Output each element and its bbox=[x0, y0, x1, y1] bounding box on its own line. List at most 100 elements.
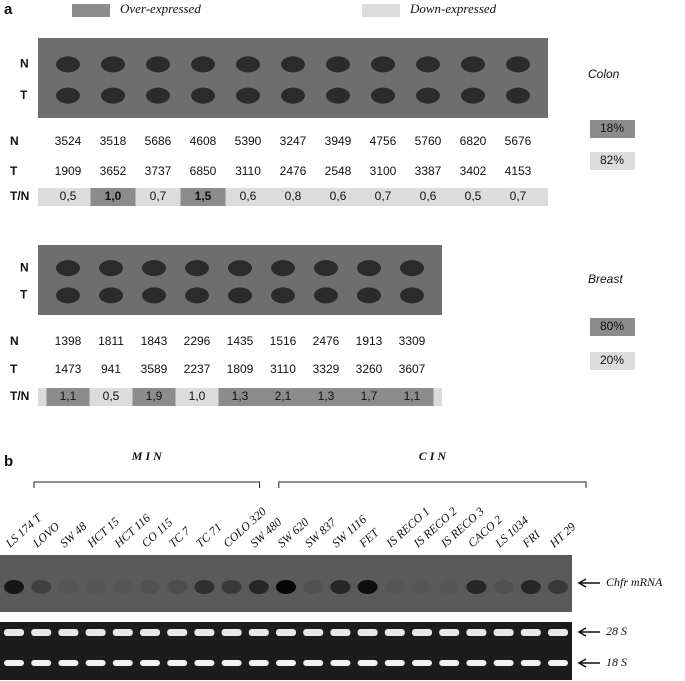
cell: 941 bbox=[101, 362, 121, 376]
cell: 1473 bbox=[55, 362, 82, 376]
chfr-band bbox=[85, 580, 106, 594]
cell: 1516 bbox=[270, 334, 297, 348]
rrna-18s bbox=[58, 660, 79, 666]
rrna-18s bbox=[221, 660, 242, 666]
cell: 3949 bbox=[325, 134, 352, 148]
rrna-28s bbox=[330, 629, 351, 636]
rrna-28s bbox=[31, 629, 52, 636]
cell: 1,3 bbox=[318, 389, 335, 403]
rrna-18s bbox=[140, 660, 160, 666]
rrna-28s bbox=[221, 629, 242, 636]
chfr-band bbox=[493, 580, 514, 594]
rrna-18s bbox=[4, 660, 24, 666]
rrna-28s bbox=[384, 629, 405, 636]
rrna-18s bbox=[330, 660, 351, 666]
cell: 0,7 bbox=[375, 189, 392, 203]
ratio-cell bbox=[46, 388, 90, 406]
spot bbox=[56, 87, 80, 104]
spot bbox=[314, 260, 338, 277]
rrna-18s bbox=[112, 660, 133, 666]
ratio-cell bbox=[132, 388, 176, 406]
group-label: C I N bbox=[419, 449, 448, 463]
cell: 5760 bbox=[415, 134, 442, 148]
chfr-band bbox=[194, 580, 215, 594]
rrna-18s bbox=[303, 660, 324, 666]
rrna-28s bbox=[466, 629, 487, 636]
spot bbox=[56, 260, 80, 277]
chfr-band bbox=[466, 580, 487, 594]
chfr-band bbox=[58, 580, 79, 594]
bracket bbox=[33, 481, 261, 488]
cell: 4153 bbox=[505, 164, 532, 178]
chfr-band bbox=[412, 580, 432, 594]
cell: 0,6 bbox=[420, 189, 437, 203]
cell: 0,8 bbox=[285, 189, 302, 203]
rrna-28s bbox=[194, 629, 215, 636]
chfr-band bbox=[548, 580, 568, 594]
cell: 3110 bbox=[235, 164, 261, 178]
rrna-28s bbox=[85, 629, 106, 636]
cell: 3402 bbox=[460, 164, 487, 178]
row-label: T bbox=[20, 88, 28, 102]
cell: 2237 bbox=[184, 362, 211, 376]
pct: 20% bbox=[600, 353, 624, 367]
cell: 3309 bbox=[399, 334, 426, 348]
cell: 0,7 bbox=[150, 189, 167, 203]
spot bbox=[461, 56, 485, 73]
cell: 3329 bbox=[313, 362, 340, 376]
cell: 2476 bbox=[280, 164, 307, 178]
spot bbox=[142, 260, 166, 277]
spot bbox=[56, 287, 80, 304]
pct-box bbox=[590, 318, 635, 336]
ratio-cell bbox=[261, 388, 305, 406]
pct-box bbox=[590, 152, 635, 170]
rrna-28s bbox=[4, 629, 24, 636]
cell: 3100 bbox=[370, 164, 397, 178]
chfr-band bbox=[520, 580, 541, 594]
row-label: T/N bbox=[10, 189, 29, 203]
cell: 1809 bbox=[227, 362, 254, 376]
cell: 1909 bbox=[55, 164, 82, 178]
spot bbox=[281, 87, 305, 104]
chfr-band bbox=[4, 580, 24, 594]
cell: 4756 bbox=[370, 134, 397, 148]
spot bbox=[228, 260, 252, 277]
cell: 0,5 bbox=[103, 389, 120, 403]
spot bbox=[416, 87, 440, 104]
rrna-28s bbox=[357, 629, 378, 636]
cell: 3524 bbox=[55, 134, 82, 148]
rrna-28s bbox=[412, 629, 432, 636]
ratio-cell bbox=[347, 388, 391, 406]
spot bbox=[357, 287, 381, 304]
cell: 0,7 bbox=[510, 189, 527, 203]
ratio-cell bbox=[218, 388, 262, 406]
ratio-cell bbox=[304, 388, 348, 406]
cell: 1,0 bbox=[105, 189, 122, 203]
cell: 0,5 bbox=[60, 189, 77, 203]
panel-label: b bbox=[4, 453, 13, 470]
rrna-18s bbox=[439, 660, 460, 666]
cell: 1,1 bbox=[404, 389, 421, 403]
cell: 3607 bbox=[399, 362, 426, 376]
cell: 1,3 bbox=[232, 389, 249, 403]
pct: 18% bbox=[600, 121, 624, 135]
spot bbox=[99, 260, 123, 277]
cell: 1,5 bbox=[195, 189, 212, 203]
spot bbox=[56, 56, 80, 73]
cell-line: HT 29 bbox=[546, 520, 578, 551]
chfr-band bbox=[167, 580, 188, 594]
rrna-28s bbox=[276, 629, 296, 636]
cell: 1435 bbox=[227, 334, 254, 348]
arrow bbox=[577, 658, 600, 668]
row-label: T bbox=[20, 288, 28, 302]
spot bbox=[281, 56, 305, 73]
cell-line: TC 71 bbox=[193, 520, 224, 550]
spot bbox=[185, 287, 209, 304]
spot bbox=[236, 87, 260, 104]
cell: 6820 bbox=[460, 134, 487, 148]
spot bbox=[271, 260, 295, 277]
cell: 0,6 bbox=[240, 189, 257, 203]
rrna-18s bbox=[167, 660, 188, 666]
pct: 80% bbox=[600, 319, 624, 333]
chfr-band bbox=[221, 580, 242, 594]
